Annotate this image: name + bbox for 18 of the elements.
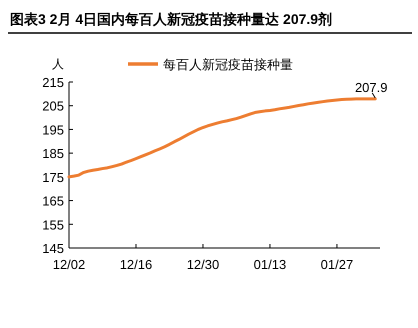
x-tick-label: 12/16 <box>120 257 152 272</box>
y-axis-title: 人 <box>52 57 64 71</box>
chart-title: 图表3 2月 4日国内每百人新冠疫苗接种量达 207.9剂 <box>10 11 332 27</box>
y-tick-label: 185 <box>42 146 64 162</box>
x-tick-label: 12/30 <box>186 257 220 272</box>
x-tick-label: 12/02 <box>52 257 86 272</box>
y-tick-label: 195 <box>42 122 64 138</box>
y-tick-label: 175 <box>42 170 64 185</box>
annotation: 207.9 <box>354 80 388 95</box>
y-tick-label: 165 <box>42 194 64 209</box>
legend-label: 每百人新冠疫苗接种量 <box>163 57 293 72</box>
legend: 每百人新冠疫苗接种量 <box>128 57 293 72</box>
y-tick-label: 205 <box>42 98 64 114</box>
x-tick-label: 01/13 <box>254 257 286 272</box>
x-tick-label: 01/27 <box>320 257 354 272</box>
y-tick-label: 145 <box>42 241 64 256</box>
y-tick-label: 215 <box>42 75 64 90</box>
y-tick-label: 155 <box>42 217 64 232</box>
